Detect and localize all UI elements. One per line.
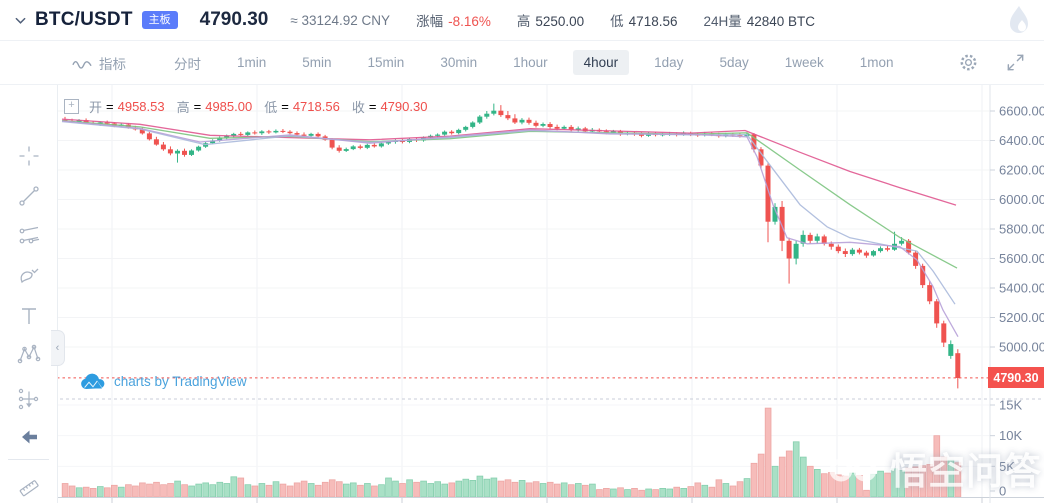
tab-5min[interactable]: 5min xyxy=(302,55,332,70)
parallel-channel-tool-icon[interactable] xyxy=(17,224,41,248)
tradingview-watermark: charts by TradingView xyxy=(80,373,247,390)
symbol-title: BTC/USDT xyxy=(35,9,133,30)
ohlc-legend: + 开 = 4958.53 高 = 4985.00 低 = 4718.56 收 = 4790.3… xyxy=(64,97,435,116)
svg-text:5200.00: 5200.00 xyxy=(999,310,1044,325)
legend-toggle-icon[interactable]: + xyxy=(64,99,79,114)
fullscreen-expand-icon[interactable] xyxy=(1005,52,1026,73)
tab-1day[interactable]: 1day xyxy=(654,55,684,70)
stat-high: 高 5250.00 xyxy=(516,14,585,29)
svg-text:6400.00: 6400.00 xyxy=(999,133,1044,148)
svg-text:15K: 15K xyxy=(999,398,1022,413)
brush-tool-icon[interactable] xyxy=(17,264,41,288)
tab-1week[interactable]: 1week xyxy=(784,55,824,70)
svg-text:5800.00: 5800.00 xyxy=(999,222,1044,237)
stat-volume-24h: 24H量 42840 BTC xyxy=(703,14,816,29)
svg-text:5600.00: 5600.00 xyxy=(999,251,1044,266)
tab-1hour[interactable]: 1hour xyxy=(513,55,548,70)
chart-toolbar: 指标 分时 1min 5min 15min 30min 1hour 4hour 1day 5da… xyxy=(0,41,1044,85)
current-price-tag: 4790.30 xyxy=(988,367,1044,388)
svg-text:5000.00: 5000.00 xyxy=(999,340,1044,355)
ruler-tool-icon[interactable] xyxy=(17,476,41,500)
header-bar: BTC/USDT 主板 4790.30 ≈ 33124.92 CNY 涨幅 -8.… xyxy=(0,0,1044,41)
stat-change: 涨幅 -8.16% xyxy=(416,14,491,29)
fiat-approx-value: ≈ 33124.92 CNY xyxy=(290,12,391,28)
tab-5day[interactable]: 5day xyxy=(719,55,749,70)
board-badge: 主板 xyxy=(141,11,178,29)
price-axis[interactable]: 6600.00 6400.00 6200.00 6000.00 5800.00 5600.… xyxy=(989,84,1044,503)
volume-bars xyxy=(61,407,962,498)
forecast-tool-icon[interactable] xyxy=(17,387,41,411)
ma-fast-purple xyxy=(61,120,959,338)
svg-text:5K: 5K xyxy=(999,459,1015,474)
tab-1mon[interactable]: 1mon xyxy=(859,55,894,70)
svg-text:6000.00: 6000.00 xyxy=(999,192,1044,207)
ma-mid-blue xyxy=(61,120,956,305)
tab-4hour[interactable]: 4hour xyxy=(572,50,630,75)
sidebar-collapse-handle[interactable]: ‹ xyxy=(51,330,65,366)
tab-30min[interactable]: 30min xyxy=(440,55,478,70)
timeframe-tabs: 分时 1min 5min 15min 30min 1hour 4hour 1day 5day 1w… xyxy=(156,48,912,78)
candlesticks xyxy=(62,103,961,389)
ma-slow xyxy=(61,118,957,206)
svg-text:6600.00: 6600.00 xyxy=(999,104,1044,119)
svg-text:6200.00: 6200.00 xyxy=(999,163,1044,178)
tab-15min[interactable]: 15min xyxy=(367,55,405,70)
symbol-chevron-down-icon[interactable] xyxy=(14,14,27,27)
xabcd-pattern-tool-icon[interactable] xyxy=(17,342,41,366)
indicators-button[interactable]: 指标 xyxy=(72,53,126,73)
sidebar-divider xyxy=(8,459,49,460)
settings-gear-icon[interactable] xyxy=(958,52,979,73)
svg-text:5400.00: 5400.00 xyxy=(999,281,1044,296)
crosshair-tool-icon[interactable] xyxy=(17,144,41,168)
svg-text:10K: 10K xyxy=(999,428,1022,443)
tab-分时[interactable]: 分时 xyxy=(174,56,201,72)
svg-text:0: 0 xyxy=(999,484,1006,499)
last-price: 4790.30 xyxy=(199,9,269,30)
toolbar-right-icons xyxy=(958,52,1026,73)
tradingview-cloud-icon xyxy=(81,373,105,389)
exchange-flame-logo-icon xyxy=(1002,4,1032,43)
back-arrow-icon[interactable] xyxy=(17,425,41,449)
text-tool-icon[interactable] xyxy=(17,304,41,328)
tab-1min[interactable]: 1min xyxy=(237,55,267,70)
stat-low: 低 4718.56 xyxy=(610,14,678,29)
indicator-wave-icon xyxy=(72,60,92,69)
trend-line-tool-icon[interactable] xyxy=(17,184,41,208)
drawing-tools-sidebar xyxy=(0,84,58,503)
